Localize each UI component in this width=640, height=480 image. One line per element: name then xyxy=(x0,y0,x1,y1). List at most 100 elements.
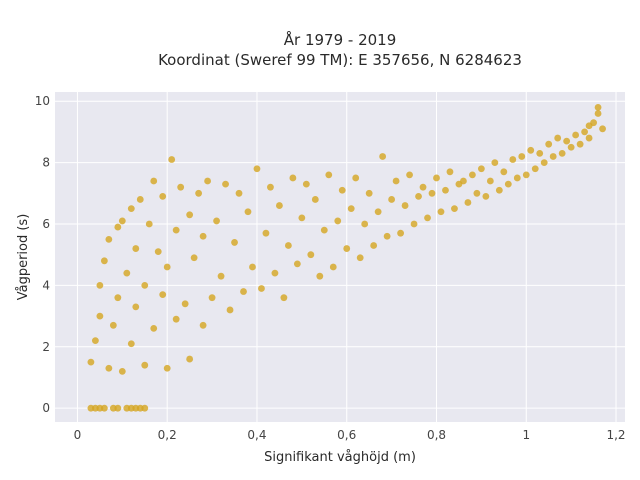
data-point xyxy=(114,223,122,231)
data-point xyxy=(100,257,108,265)
data-point xyxy=(504,180,512,188)
data-point xyxy=(365,189,373,197)
data-point xyxy=(581,128,589,136)
data-point xyxy=(585,134,593,142)
data-point xyxy=(554,134,562,142)
data-point xyxy=(100,404,108,412)
y-axis-ticks: 0 2 4 6 8 10 xyxy=(35,94,50,415)
data-point xyxy=(473,189,481,197)
data-point xyxy=(177,183,185,191)
data-point xyxy=(599,125,606,133)
data-point xyxy=(226,306,234,314)
data-point xyxy=(105,364,113,372)
data-point xyxy=(199,232,207,240)
data-point xyxy=(267,183,274,191)
data-point xyxy=(567,143,575,151)
data-point xyxy=(114,404,122,412)
data-point xyxy=(172,315,180,323)
data-point xyxy=(109,321,117,329)
data-point xyxy=(105,235,113,243)
data-point xyxy=(460,177,467,185)
x-tick-label: 0,4 xyxy=(247,428,266,442)
data-point xyxy=(469,171,476,179)
data-point xyxy=(302,180,310,188)
data-point xyxy=(374,208,382,216)
data-point xyxy=(222,180,229,188)
data-point xyxy=(123,269,131,277)
data-point xyxy=(518,153,526,160)
data-point xyxy=(150,177,158,185)
data-point xyxy=(181,300,189,308)
data-point xyxy=(388,196,396,203)
data-point xyxy=(298,214,306,222)
data-point xyxy=(446,168,454,176)
data-point xyxy=(186,211,194,219)
data-point xyxy=(307,251,315,259)
data-point xyxy=(558,149,566,157)
data-point xyxy=(249,263,256,271)
data-point xyxy=(311,196,319,203)
data-point xyxy=(136,196,144,203)
data-point xyxy=(527,146,535,154)
data-point xyxy=(127,340,135,348)
data-point xyxy=(329,263,337,271)
data-point xyxy=(320,226,328,234)
data-point xyxy=(482,192,490,200)
data-point xyxy=(406,171,413,179)
x-axis-title: Signifikant våghöjd (m) xyxy=(264,450,416,465)
data-point xyxy=(361,220,369,228)
data-point xyxy=(513,174,521,182)
data-point xyxy=(262,229,270,237)
data-point xyxy=(415,192,422,200)
data-point xyxy=(145,220,153,228)
data-point xyxy=(186,355,194,363)
y-tick-label: 8 xyxy=(42,156,50,170)
data-point xyxy=(154,248,162,256)
data-point xyxy=(284,242,292,249)
data-point xyxy=(495,186,503,194)
data-point xyxy=(477,165,485,173)
y-tick-label: 2 xyxy=(42,340,50,354)
chart-subtitle: Koordinat (Sweref 99 TM): E 357656, N 62… xyxy=(158,51,522,69)
data-point xyxy=(433,174,440,182)
data-point xyxy=(343,245,351,252)
data-point xyxy=(195,189,203,197)
data-point xyxy=(204,177,211,185)
data-point xyxy=(334,217,342,225)
data-point xyxy=(442,186,449,194)
data-point xyxy=(141,361,149,369)
data-point xyxy=(91,337,99,345)
data-point xyxy=(437,208,445,216)
data-point xyxy=(208,294,216,302)
data-point xyxy=(585,122,593,130)
data-point xyxy=(401,202,409,209)
data-point xyxy=(271,269,279,277)
x-tick-label: 0,8 xyxy=(427,428,446,442)
x-tick-label: 1 xyxy=(522,428,530,442)
data-point xyxy=(190,254,198,262)
y-tick-label: 6 xyxy=(42,217,50,231)
data-point xyxy=(424,214,431,222)
data-point xyxy=(159,192,167,200)
data-point xyxy=(325,171,333,179)
x-axis-ticks: 0 0,2 0,4 0,6 0,8 1 1,2 xyxy=(74,428,626,442)
data-point xyxy=(572,131,580,139)
data-point xyxy=(258,285,265,292)
data-point xyxy=(464,199,472,206)
data-point xyxy=(141,404,149,412)
data-point xyxy=(419,183,427,191)
data-point xyxy=(392,177,400,185)
data-point xyxy=(240,288,247,295)
data-point xyxy=(594,103,602,111)
y-axis-title: Vågperiod (s) xyxy=(16,214,31,301)
y-tick-label: 10 xyxy=(35,94,50,108)
data-point xyxy=(563,137,571,145)
data-point xyxy=(231,239,238,246)
data-point xyxy=(428,189,436,197)
data-point xyxy=(244,208,252,216)
data-point xyxy=(338,186,346,194)
data-point xyxy=(127,205,135,213)
plot-area xyxy=(55,92,625,422)
data-point xyxy=(118,217,126,225)
